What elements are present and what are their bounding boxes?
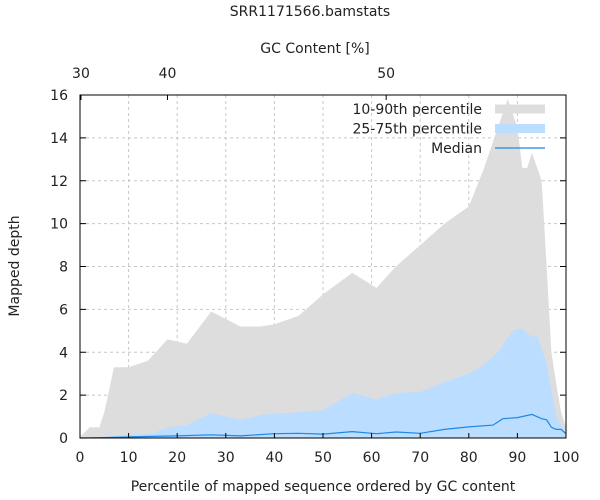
x-tick-label: 40: [265, 450, 283, 466]
top-axis-label: GC Content [%]: [260, 41, 369, 57]
top-tick-label: 40: [159, 66, 177, 82]
x-tick-label: 70: [411, 450, 429, 466]
legend-label: 10-90th percentile: [352, 102, 482, 118]
y-tick-label: 4: [59, 345, 68, 361]
y-axis-label: Mapped depth: [7, 215, 23, 316]
x-tick-label: 50: [314, 450, 332, 466]
y-tick-label: 10: [50, 217, 68, 233]
y-tick-label: 8: [59, 260, 68, 276]
y-tick-label: 0: [59, 431, 68, 447]
x-tick-label: 30: [217, 450, 235, 466]
band-1: [80, 328, 566, 438]
x-axis-label: Percentile of mapped sequence ordered by…: [131, 479, 516, 495]
chart-title: SRR1171566.bamstats: [230, 4, 390, 20]
band-0: [80, 99, 566, 439]
legend-swatch: [495, 104, 545, 114]
top-tick-label: 50: [377, 66, 395, 82]
y-tick-label: 2: [59, 388, 68, 404]
y-tick-label: 12: [50, 174, 68, 190]
x-tick-label: 90: [508, 450, 526, 466]
y-tick-label: 14: [50, 131, 68, 147]
top-tick-label: 30: [72, 66, 90, 82]
x-tick-label: 100: [553, 450, 580, 466]
x-tick-label: 20: [168, 450, 186, 466]
legend: 10-90th percentile 25-75th percentile Medi…: [352, 102, 545, 157]
legend-label: Median: [431, 141, 482, 157]
y-tick-label: 16: [50, 88, 68, 104]
x-tick-label: 80: [460, 450, 478, 466]
x-tick-label: 0: [76, 450, 85, 466]
x-tick-label: 10: [120, 450, 138, 466]
y-tick-label: 6: [59, 302, 68, 318]
x-tick-label: 60: [363, 450, 381, 466]
legend-swatch: [495, 124, 545, 133]
legend-label: 25-75th percentile: [352, 122, 482, 138]
